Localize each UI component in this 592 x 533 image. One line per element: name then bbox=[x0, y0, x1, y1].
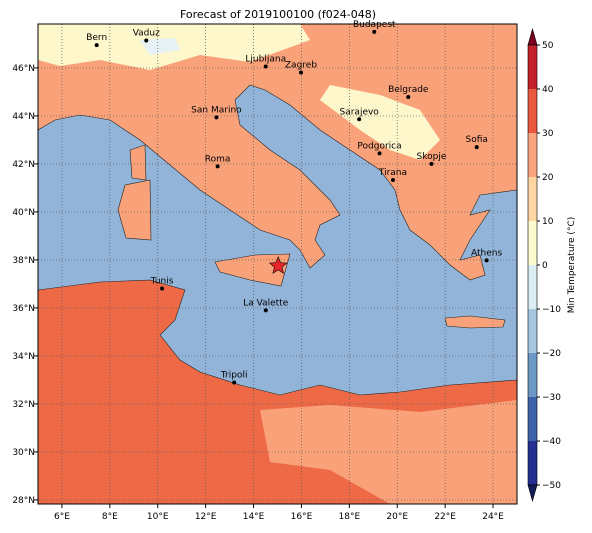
colorbar-segment bbox=[528, 441, 537, 485]
city-dot bbox=[94, 43, 99, 48]
colorbar-segment bbox=[528, 353, 537, 397]
colorbar-segment bbox=[528, 89, 537, 133]
graticule bbox=[38, 24, 517, 504]
colorbar-segment bbox=[528, 265, 537, 309]
city-label: Skopje bbox=[417, 152, 447, 162]
city-label: Sarajevo bbox=[340, 107, 380, 117]
city-label: Tripoli bbox=[220, 371, 248, 381]
y-tick-label: 36°N bbox=[12, 304, 35, 314]
y-tick-label: 46°N bbox=[12, 64, 35, 74]
city-dot bbox=[429, 161, 434, 166]
city-dot bbox=[484, 258, 489, 263]
alps-cold bbox=[140, 38, 180, 55]
colorbar-tick-label: 0 bbox=[542, 261, 548, 271]
city-label: Tirana bbox=[378, 168, 407, 178]
colorbar-tick-label: 20 bbox=[542, 173, 554, 183]
balkans-cool bbox=[320, 85, 440, 160]
city-dot bbox=[263, 308, 268, 313]
colorbar-segment bbox=[528, 221, 537, 265]
y-tick-label: 40°N bbox=[12, 208, 35, 218]
sardinia bbox=[117, 179, 152, 241]
city-label: Podgorica bbox=[357, 141, 401, 151]
y-tick-label: 34°N bbox=[12, 352, 35, 362]
city-label: Vaduz bbox=[133, 29, 160, 39]
city-dot bbox=[474, 145, 479, 150]
africa-warm-patch bbox=[260, 400, 517, 504]
city-dot bbox=[372, 29, 377, 34]
x-tick-label: 18°E bbox=[339, 512, 361, 522]
crete bbox=[444, 315, 506, 329]
y-tick-label: 42°N bbox=[12, 160, 35, 170]
x-tick-label: 16°E bbox=[291, 512, 313, 522]
map-title: Forecast of 2019100100 (f024-048) bbox=[180, 8, 376, 21]
city-dot bbox=[263, 64, 268, 69]
colorbar-segment bbox=[528, 133, 537, 177]
map-frame bbox=[37, 23, 518, 505]
city-label: Zagreb bbox=[285, 60, 317, 70]
x-tick-label: 12°E bbox=[195, 512, 217, 522]
x-tick-label: 14°E bbox=[243, 512, 265, 522]
colorbar-tick-label: −10 bbox=[542, 305, 561, 315]
city-label: Belgrade bbox=[388, 85, 429, 95]
colorbar-label: Min Temperature (°C) bbox=[567, 217, 577, 314]
y-tick-label: 44°N bbox=[12, 112, 35, 122]
colorbar-tick-label: −40 bbox=[542, 437, 561, 447]
city-dot bbox=[377, 151, 382, 156]
city-label: Bern bbox=[86, 33, 107, 43]
city-label: Ljubljana bbox=[245, 54, 286, 64]
colorbar-segment bbox=[528, 45, 537, 89]
colorbar-tick-label: −20 bbox=[542, 349, 561, 359]
city-dot bbox=[357, 117, 362, 122]
x-tick-label: 20°E bbox=[386, 512, 408, 522]
colorbar-tick-label: 10 bbox=[542, 217, 554, 227]
x-tick-label: 6°E bbox=[54, 512, 70, 522]
y-tick-label: 30°N bbox=[12, 448, 35, 458]
city-dot bbox=[390, 178, 395, 182]
colorbar-tick-label: 30 bbox=[542, 129, 554, 139]
city-dot bbox=[298, 70, 303, 75]
corsica bbox=[129, 144, 147, 181]
colorbar-extend-high bbox=[527, 27, 538, 46]
city-label: Roma bbox=[205, 154, 231, 164]
y-tick-label: 32°N bbox=[12, 400, 35, 410]
city-dot bbox=[214, 115, 219, 120]
city-dot bbox=[160, 286, 165, 291]
x-tick-label: 24°E bbox=[482, 512, 504, 522]
city-label: San Marino bbox=[191, 105, 242, 115]
city-label: Budapest bbox=[353, 20, 396, 30]
city-dot bbox=[232, 380, 237, 385]
city-label: Tunis bbox=[150, 276, 174, 286]
city-dot bbox=[144, 38, 149, 43]
x-tick-label: 8°E bbox=[102, 512, 118, 522]
city-label: La Valette bbox=[243, 298, 288, 308]
y-tick-label: 28°N bbox=[12, 496, 35, 506]
city-dot bbox=[406, 94, 411, 99]
sicily bbox=[214, 253, 291, 287]
x-tick-label: 10°E bbox=[147, 512, 169, 522]
colorbar-segment bbox=[528, 397, 537, 441]
city-dot bbox=[215, 164, 220, 169]
colorbar-tick-label: −50 bbox=[542, 481, 561, 491]
forecast-point-star bbox=[268, 256, 288, 274]
colorbar-extend-low bbox=[527, 484, 538, 503]
colorbar-segment bbox=[528, 309, 537, 353]
colorbar-tick-label: 50 bbox=[542, 41, 554, 51]
colorbar-tick-label: −30 bbox=[542, 393, 561, 403]
city-label: Sofia bbox=[466, 135, 488, 145]
y-tick-label: 38°N bbox=[12, 256, 35, 266]
colorbar-tick-label: 40 bbox=[542, 85, 554, 95]
colorbar-segment bbox=[528, 177, 537, 221]
city-label: Athens bbox=[471, 248, 502, 258]
x-tick-label: 22°E bbox=[434, 512, 456, 522]
